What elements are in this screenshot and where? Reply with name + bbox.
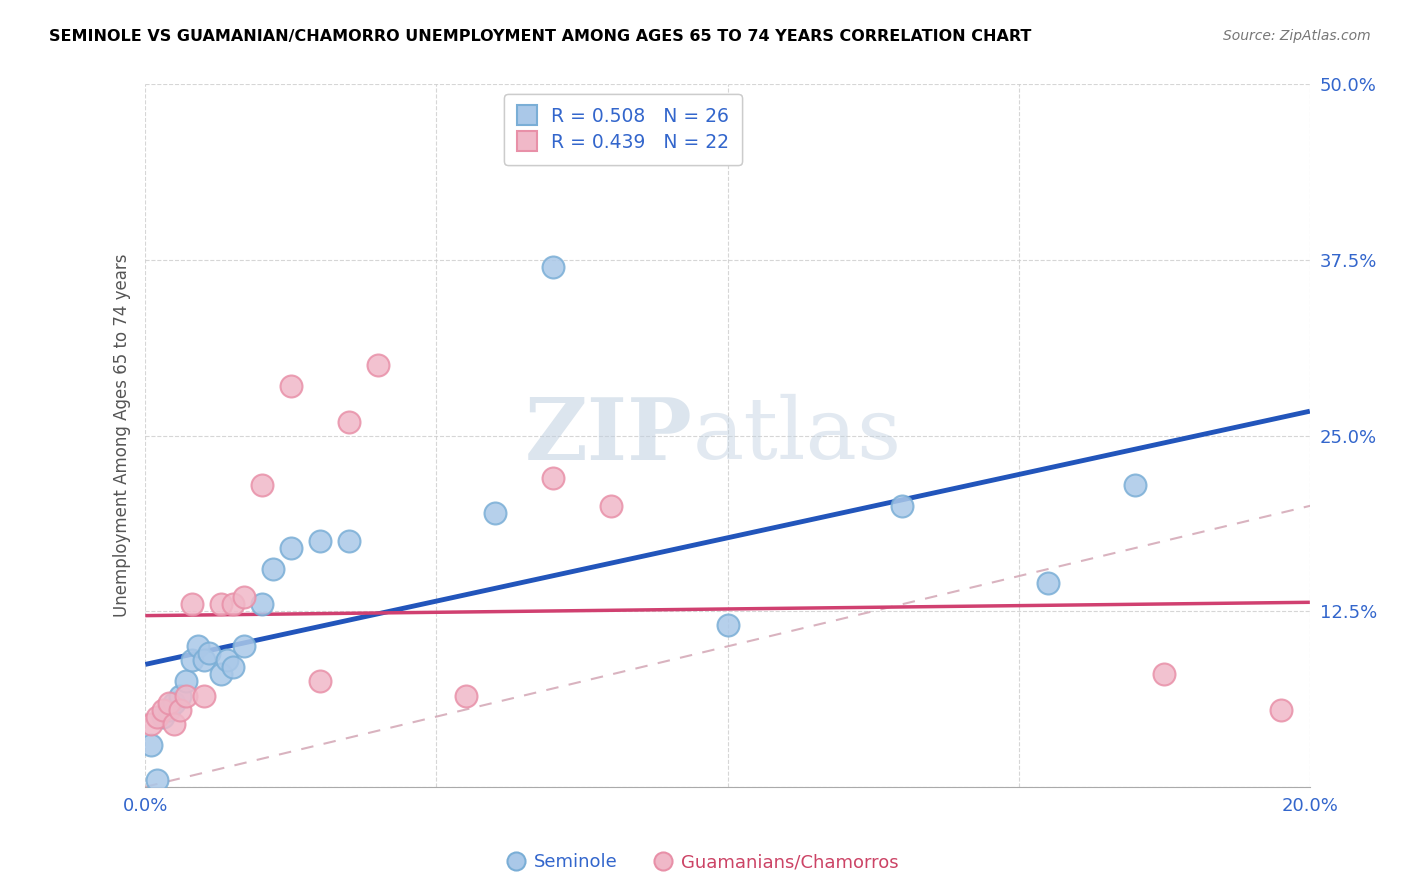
Point bbox=[157, 702, 180, 716]
Text: atlas: atlas bbox=[693, 394, 901, 477]
Point bbox=[209, 667, 232, 681]
Point bbox=[337, 415, 360, 429]
Point bbox=[541, 260, 564, 274]
Point bbox=[163, 696, 186, 710]
Point bbox=[891, 499, 914, 513]
Point bbox=[169, 689, 191, 703]
Point bbox=[139, 738, 162, 752]
Point bbox=[309, 534, 332, 549]
Point bbox=[146, 709, 169, 723]
Point bbox=[233, 640, 256, 654]
Point bbox=[180, 597, 202, 611]
Point bbox=[174, 689, 197, 703]
Point bbox=[600, 499, 623, 513]
Point bbox=[484, 506, 506, 520]
Point bbox=[262, 562, 284, 576]
Point bbox=[221, 597, 243, 611]
Legend: R = 0.508   N = 26, R = 0.439   N = 22: R = 0.508 N = 26, R = 0.439 N = 22 bbox=[503, 94, 742, 165]
Point bbox=[337, 534, 360, 549]
Y-axis label: Unemployment Among Ages 65 to 74 years: Unemployment Among Ages 65 to 74 years bbox=[114, 254, 131, 617]
Point bbox=[180, 653, 202, 667]
Point bbox=[221, 660, 243, 674]
Point bbox=[187, 640, 209, 654]
Legend: Seminole, Guamanians/Chamorros: Seminole, Guamanians/Chamorros bbox=[501, 847, 905, 879]
Point bbox=[193, 653, 215, 667]
Point bbox=[250, 597, 273, 611]
Point bbox=[233, 590, 256, 604]
Point bbox=[157, 696, 180, 710]
Point bbox=[367, 359, 389, 373]
Point bbox=[139, 716, 162, 731]
Text: SEMINOLE VS GUAMANIAN/CHAMORRO UNEMPLOYMENT AMONG AGES 65 TO 74 YEARS CORRELATIO: SEMINOLE VS GUAMANIAN/CHAMORRO UNEMPLOYM… bbox=[49, 29, 1032, 44]
Point bbox=[280, 541, 302, 555]
Point bbox=[215, 653, 238, 667]
Point bbox=[169, 702, 191, 716]
Text: ZIP: ZIP bbox=[524, 393, 693, 477]
Point bbox=[163, 716, 186, 731]
Point bbox=[1270, 702, 1292, 716]
Point bbox=[152, 702, 174, 716]
Point bbox=[716, 618, 738, 632]
Point bbox=[152, 709, 174, 723]
Point bbox=[454, 689, 477, 703]
Point bbox=[1123, 478, 1146, 492]
Point bbox=[309, 674, 332, 689]
Point bbox=[280, 379, 302, 393]
Point bbox=[250, 478, 273, 492]
Point bbox=[174, 674, 197, 689]
Text: Source: ZipAtlas.com: Source: ZipAtlas.com bbox=[1223, 29, 1371, 43]
Point bbox=[209, 597, 232, 611]
Point bbox=[193, 689, 215, 703]
Point bbox=[198, 646, 221, 660]
Point bbox=[1036, 576, 1059, 591]
Point bbox=[146, 772, 169, 787]
Point bbox=[541, 471, 564, 485]
Point bbox=[1153, 667, 1175, 681]
